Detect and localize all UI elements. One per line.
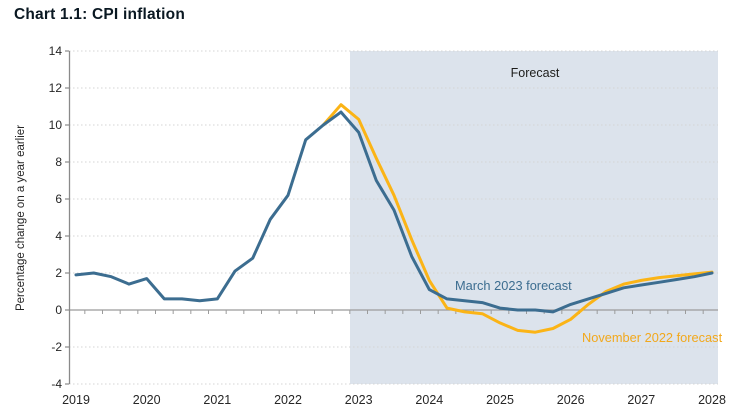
y-tick-label--2: -2	[51, 340, 62, 354]
y-tick-label-6: 6	[55, 192, 62, 206]
x-tick-label-2026: 2026	[557, 393, 585, 407]
x-tick-label-2019: 2019	[62, 393, 90, 407]
y-tick-label-0: 0	[55, 303, 62, 317]
y-tick-label-2: 2	[55, 266, 62, 280]
chart-bg	[350, 51, 718, 384]
x-tick-label-2023: 2023	[345, 393, 373, 407]
y-tick-label-4: 4	[55, 229, 62, 243]
forecast-region	[350, 51, 718, 384]
x-tick-label-2020: 2020	[133, 393, 161, 407]
x-tick-label-2021: 2021	[203, 393, 231, 407]
y-tick-label-14: 14	[49, 44, 63, 58]
chart-grid	[69, 50, 718, 385]
november-2022-forecast-label: November 2022 forecast	[582, 330, 723, 345]
series-line-march_2023_forecast	[339, 110, 714, 314]
x-tick-label-2027: 2027	[627, 393, 655, 407]
march-2023-forecast-label: March 2023 forecast	[455, 278, 572, 293]
x-tick-label-2028: 2028	[698, 393, 726, 407]
y-tick-label-8: 8	[55, 155, 62, 169]
y-axis-title: Percentage change on a year earlier	[15, 125, 27, 311]
chart-series	[74, 103, 714, 334]
y-tick-label-12: 12	[49, 81, 63, 95]
forecast-region-label: Forecast	[511, 66, 560, 80]
series-line-november_2022_forecast	[321, 103, 714, 334]
chart-title: Chart 1.1: CPI inflation	[14, 6, 186, 23]
y-tick-label-10: 10	[49, 118, 63, 132]
chart-axes	[65, 50, 718, 385]
x-tick-label-2022: 2022	[274, 393, 302, 407]
series-line-outturn	[74, 110, 343, 303]
x-tick-label-2024: 2024	[415, 393, 443, 407]
y-tick-label--4: -4	[51, 377, 62, 391]
x-tick-label-2025: 2025	[486, 393, 514, 407]
chart-tick-labels: -4 -2 0 2 4 6 8 10 12 14 2019 2020 2021 2022 2023 2024 2…	[49, 44, 726, 407]
